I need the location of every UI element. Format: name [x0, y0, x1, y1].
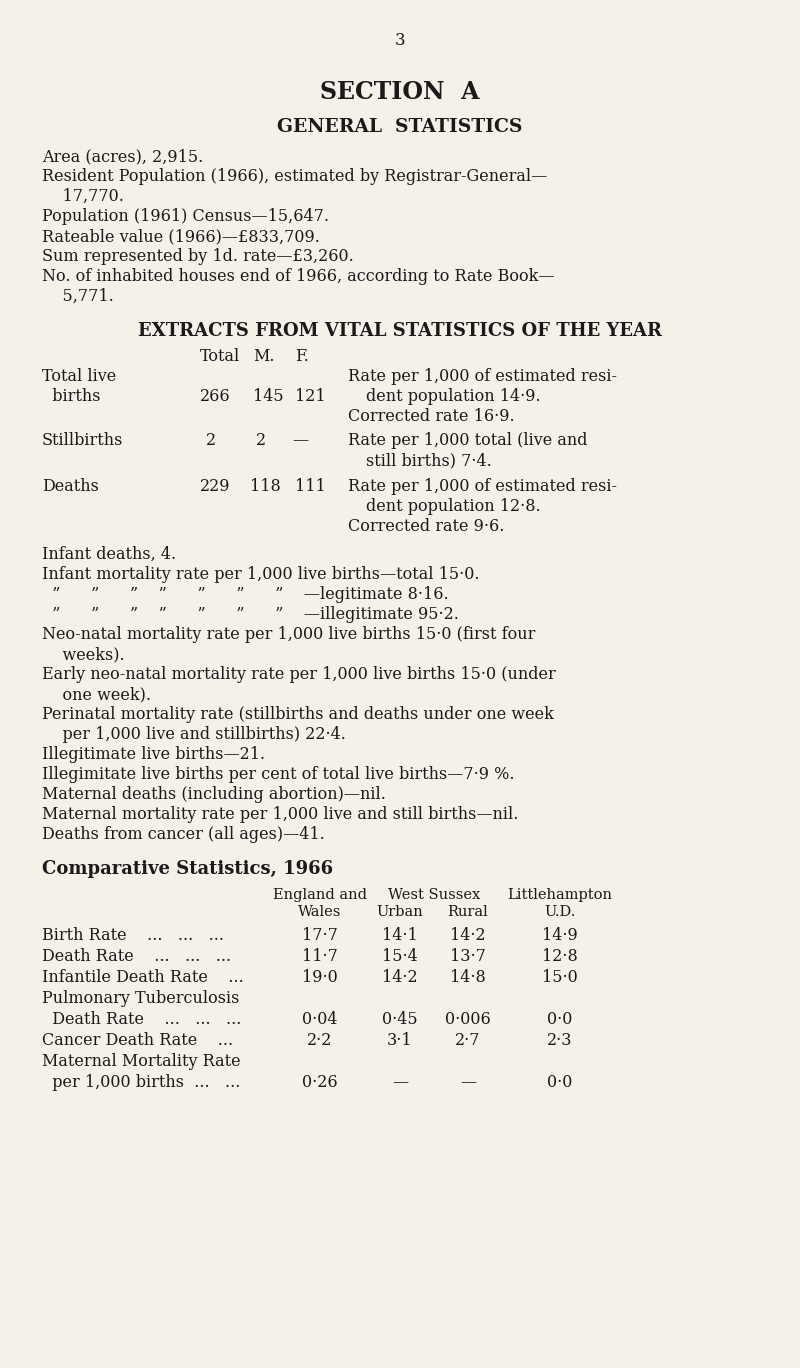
- Text: 3: 3: [394, 31, 406, 49]
- Text: 17·7: 17·7: [302, 928, 338, 944]
- Text: SECTION  A: SECTION A: [320, 79, 480, 104]
- Text: 12·8: 12·8: [542, 948, 578, 964]
- Text: Urban: Urban: [377, 906, 423, 919]
- Text: Illegitimate live births—21.: Illegitimate live births—21.: [42, 746, 265, 763]
- Text: 17,770.: 17,770.: [42, 187, 124, 205]
- Text: 14·2: 14·2: [450, 928, 486, 944]
- Text: Perinatal mortality rate (stillbirths and deaths under one week: Perinatal mortality rate (stillbirths an…: [42, 706, 554, 724]
- Text: Maternal deaths (including abortion)—nil.: Maternal deaths (including abortion)—nil…: [42, 787, 386, 803]
- Text: 229: 229: [200, 477, 230, 495]
- Text: 121: 121: [295, 389, 326, 405]
- Text: 11·7: 11·7: [302, 948, 338, 964]
- Text: 15·0: 15·0: [542, 969, 578, 986]
- Text: F.: F.: [295, 347, 309, 365]
- Text: 2·3: 2·3: [547, 1031, 573, 1049]
- Text: 14·8: 14·8: [450, 969, 486, 986]
- Text: West Sussex: West Sussex: [388, 888, 480, 902]
- Text: 13·7: 13·7: [450, 948, 486, 964]
- Text: 0·45: 0·45: [382, 1011, 418, 1027]
- Text: Population (1961) Census—15,647.: Population (1961) Census—15,647.: [42, 208, 329, 224]
- Text: Deaths from cancer (all ages)—41.: Deaths from cancer (all ages)—41.: [42, 826, 325, 843]
- Text: Early neo-natal mortality rate per 1,000 live births 15·0 (under: Early neo-natal mortality rate per 1,000…: [42, 666, 556, 683]
- Text: 118: 118: [250, 477, 281, 495]
- Text: 0·0: 0·0: [547, 1011, 573, 1027]
- Text: 0·0: 0·0: [547, 1074, 573, 1092]
- Text: weeks).: weeks).: [42, 646, 125, 663]
- Text: —: —: [460, 1074, 476, 1092]
- Text: 2: 2: [256, 432, 266, 449]
- Text: dent population 12·8.: dent population 12·8.: [366, 498, 541, 514]
- Text: Littlehampton: Littlehampton: [507, 888, 613, 902]
- Text: 2·2: 2·2: [307, 1031, 333, 1049]
- Text: —: —: [392, 1074, 408, 1092]
- Text: England and: England and: [273, 888, 367, 902]
- Text: Rural: Rural: [448, 906, 488, 919]
- Text: Total: Total: [200, 347, 240, 365]
- Text: Death Rate    ...   ...   ...: Death Rate ... ... ...: [42, 948, 231, 964]
- Text: GENERAL  STATISTICS: GENERAL STATISTICS: [278, 118, 522, 135]
- Text: 19·0: 19·0: [302, 969, 338, 986]
- Text: 15·4: 15·4: [382, 948, 418, 964]
- Text: dent population 14·9.: dent population 14·9.: [366, 389, 541, 405]
- Text: No. of inhabited houses end of 1966, according to Rate Book—: No. of inhabited houses end of 1966, acc…: [42, 268, 554, 285]
- Text: Rate per 1,000 of estimated resi-: Rate per 1,000 of estimated resi-: [348, 368, 617, 384]
- Text: still births) 7·4.: still births) 7·4.: [366, 451, 492, 469]
- Text: Illegimitate live births per cent of total live births—7·9 %.: Illegimitate live births per cent of tot…: [42, 766, 514, 782]
- Text: 14·9: 14·9: [542, 928, 578, 944]
- Text: 145: 145: [253, 389, 284, 405]
- Text: Pulmonary Tuberculosis: Pulmonary Tuberculosis: [42, 990, 239, 1007]
- Text: ”      ”      ”    ”      ”      ”      ”    —legitimate 8·16.: ” ” ” ” ” ” ” —legitimate 8·16.: [42, 586, 449, 603]
- Text: Deaths: Deaths: [42, 477, 99, 495]
- Text: Stillbirths: Stillbirths: [42, 432, 123, 449]
- Text: 5,771.: 5,771.: [42, 289, 114, 305]
- Text: Wales: Wales: [298, 906, 342, 919]
- Text: 2·7: 2·7: [455, 1031, 481, 1049]
- Text: Corrected rate 16·9.: Corrected rate 16·9.: [348, 408, 514, 425]
- Text: Death Rate    ...   ...   ...: Death Rate ... ... ...: [42, 1011, 242, 1027]
- Text: 3·1: 3·1: [387, 1031, 413, 1049]
- Text: EXTRACTS FROM VITAL STATISTICS OF THE YEAR: EXTRACTS FROM VITAL STATISTICS OF THE YE…: [138, 321, 662, 341]
- Text: births: births: [42, 389, 101, 405]
- Text: Cancer Death Rate    ...: Cancer Death Rate ...: [42, 1031, 233, 1049]
- Text: M.: M.: [253, 347, 274, 365]
- Text: U.D.: U.D.: [544, 906, 576, 919]
- Text: 111: 111: [295, 477, 326, 495]
- Text: Birth Rate    ...   ...   ...: Birth Rate ... ... ...: [42, 928, 224, 944]
- Text: Neo-natal mortality rate per 1,000 live births 15·0 (first four: Neo-natal mortality rate per 1,000 live …: [42, 627, 535, 643]
- Text: Rate per 1,000 total (live and: Rate per 1,000 total (live and: [348, 432, 587, 449]
- Text: Sum represented by 1d. rate—£3,260.: Sum represented by 1d. rate—£3,260.: [42, 248, 354, 265]
- Text: 2: 2: [206, 432, 216, 449]
- Text: 0·26: 0·26: [302, 1074, 338, 1092]
- Text: ”      ”      ”    ”      ”      ”      ”    —illegitimate 95·2.: ” ” ” ” ” ” ” —illegitimate 95·2.: [42, 606, 459, 622]
- Text: Resident Population (1966), estimated by Registrar-General—: Resident Population (1966), estimated by…: [42, 168, 547, 185]
- Text: Maternal mortality rate per 1,000 live and still births—nil.: Maternal mortality rate per 1,000 live a…: [42, 806, 518, 824]
- Text: Rate per 1,000 of estimated resi-: Rate per 1,000 of estimated resi-: [348, 477, 617, 495]
- Text: 0·04: 0·04: [302, 1011, 338, 1027]
- Text: Infant mortality rate per 1,000 live births—total 15·0.: Infant mortality rate per 1,000 live bir…: [42, 566, 479, 583]
- Text: per 1,000 live and stillbirths) 22·4.: per 1,000 live and stillbirths) 22·4.: [42, 726, 346, 743]
- Text: Maternal Mortality Rate: Maternal Mortality Rate: [42, 1053, 241, 1070]
- Text: per 1,000 births  ...   ...: per 1,000 births ... ...: [42, 1074, 240, 1092]
- Text: Infantile Death Rate    ...: Infantile Death Rate ...: [42, 969, 244, 986]
- Text: 0·006: 0·006: [445, 1011, 491, 1027]
- Text: 266: 266: [200, 389, 230, 405]
- Text: Infant deaths, 4.: Infant deaths, 4.: [42, 546, 176, 564]
- Text: Total live: Total live: [42, 368, 116, 384]
- Text: 14·2: 14·2: [382, 969, 418, 986]
- Text: Area (acres), 2,915.: Area (acres), 2,915.: [42, 148, 203, 166]
- Text: Corrected rate 9·6.: Corrected rate 9·6.: [348, 518, 504, 535]
- Text: Rateable value (1966)—£833,709.: Rateable value (1966)—£833,709.: [42, 228, 320, 245]
- Text: 14·1: 14·1: [382, 928, 418, 944]
- Text: one week).: one week).: [42, 685, 151, 703]
- Text: —: —: [292, 432, 308, 449]
- Text: Comparative Statistics, 1966: Comparative Statistics, 1966: [42, 860, 333, 878]
